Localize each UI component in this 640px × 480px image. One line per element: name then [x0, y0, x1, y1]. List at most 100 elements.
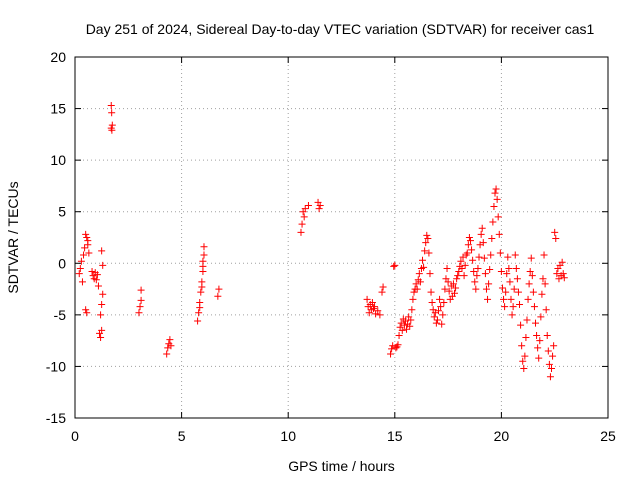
y-axis-label: SDTVAR / TECUs — [5, 181, 21, 293]
data-point — [99, 261, 107, 269]
data-point — [108, 109, 116, 117]
data-point — [82, 306, 90, 314]
data-point — [426, 270, 434, 278]
data-point — [548, 364, 556, 372]
data-point — [540, 251, 548, 259]
data-point — [534, 344, 542, 352]
data-point — [512, 264, 520, 272]
data-point — [423, 231, 431, 239]
data-point — [315, 205, 323, 213]
data-point — [488, 235, 496, 243]
data-point — [416, 278, 424, 286]
data-point — [522, 334, 530, 342]
data-point — [560, 274, 568, 282]
data-point — [412, 280, 420, 288]
chart-title: Day 251 of 2024, Sidereal Day-to-day VTE… — [86, 21, 595, 37]
data-point — [298, 220, 306, 228]
data-point — [406, 322, 414, 330]
data-point — [425, 249, 433, 257]
data-point — [479, 239, 487, 247]
data-point — [198, 283, 206, 291]
data-point — [500, 295, 508, 303]
data-point — [83, 234, 91, 241]
data-point — [85, 249, 93, 257]
data-point — [413, 285, 421, 293]
data-point — [391, 261, 399, 269]
data-point — [200, 251, 208, 259]
data-point — [449, 280, 457, 288]
x-tick-label: 0 — [71, 428, 79, 444]
data-point — [454, 272, 462, 280]
data-point — [472, 285, 480, 293]
data-point — [433, 316, 441, 324]
data-point — [450, 289, 458, 297]
data-point — [516, 301, 524, 309]
data-point — [398, 326, 406, 334]
data-point — [508, 311, 516, 319]
data-point — [489, 218, 497, 226]
data-point — [368, 298, 376, 306]
data-point — [420, 263, 428, 271]
data-point — [98, 326, 106, 334]
data-point — [379, 283, 387, 291]
data-point — [518, 342, 526, 350]
data-point — [400, 321, 408, 329]
data-point — [525, 280, 533, 288]
data-point — [514, 288, 522, 296]
data-point — [444, 278, 452, 286]
data-point — [481, 270, 489, 278]
y-tick-label: 0 — [58, 255, 66, 271]
data-point — [524, 295, 532, 303]
data-point — [528, 272, 536, 280]
data-point — [137, 286, 145, 294]
data-point — [473, 272, 481, 280]
data-point — [463, 249, 471, 257]
data-point — [437, 303, 445, 311]
x-tick-label: 5 — [178, 428, 186, 444]
data-point — [97, 334, 105, 342]
data-point — [135, 309, 143, 317]
data-point — [493, 195, 501, 203]
data-point — [477, 230, 485, 238]
data-point — [468, 246, 476, 254]
data-point — [480, 254, 488, 262]
y-tick-label: -15 — [46, 410, 66, 426]
data-point — [494, 213, 502, 221]
data-point — [316, 202, 324, 210]
data-point — [505, 264, 513, 272]
data-point — [501, 303, 509, 311]
data-point — [551, 228, 559, 236]
data-point — [94, 282, 102, 290]
data-point — [371, 303, 379, 311]
data-point — [490, 203, 498, 211]
data-point — [455, 268, 463, 276]
data-point — [98, 301, 106, 309]
data-point — [78, 278, 86, 286]
data-point — [83, 309, 91, 317]
data-point — [440, 298, 448, 306]
data-point — [511, 251, 519, 259]
data-point — [107, 124, 115, 132]
data-point — [517, 321, 525, 329]
data-point — [75, 270, 83, 278]
data-point — [196, 304, 204, 312]
data-point — [421, 247, 429, 255]
data-point — [475, 253, 483, 261]
data-point — [197, 288, 205, 296]
data-point — [464, 241, 472, 249]
data-point — [545, 360, 553, 368]
data-point — [195, 309, 203, 317]
data-point — [427, 288, 435, 296]
data-point — [387, 350, 395, 358]
y-tick-label: 15 — [50, 101, 66, 117]
data-point — [422, 239, 430, 247]
data-point — [374, 307, 382, 315]
data-point — [428, 298, 436, 306]
data-point — [107, 101, 115, 109]
data-point — [458, 264, 466, 272]
data-point — [200, 243, 208, 251]
data-point — [304, 202, 312, 210]
data-point — [443, 264, 451, 272]
data-point — [513, 275, 521, 283]
